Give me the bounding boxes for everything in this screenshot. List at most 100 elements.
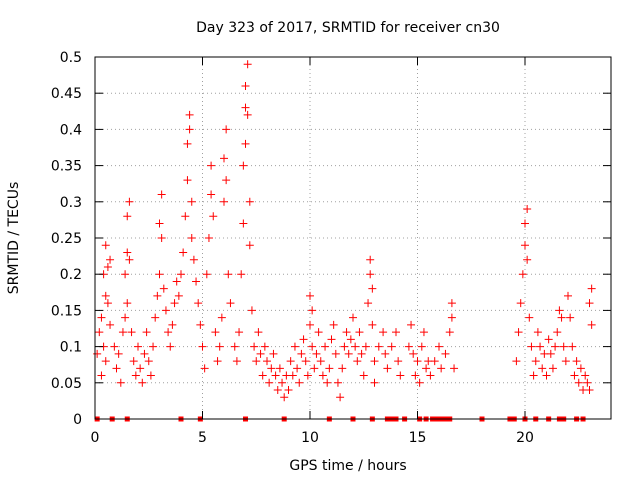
data-point (587, 320, 596, 329)
y-tick-label: 0.35 (51, 159, 82, 175)
data-point (374, 342, 383, 351)
data-point (241, 103, 250, 112)
data-point (183, 139, 192, 148)
data-points (93, 60, 596, 422)
data-point (297, 349, 306, 358)
data-point (161, 306, 170, 315)
data-point (211, 328, 220, 337)
data-point (114, 349, 123, 358)
data-point (142, 328, 151, 337)
data-point (103, 262, 112, 271)
data-point (544, 335, 553, 344)
data-point (217, 313, 226, 322)
data-point (411, 371, 420, 380)
data-point (235, 328, 244, 337)
data-point (215, 342, 224, 351)
data-point (370, 378, 379, 387)
data-point (359, 371, 368, 380)
data-point (441, 349, 450, 358)
data-point (340, 342, 349, 351)
chart-title: Day 323 of 2017, SRMTID for receiver cn3… (196, 20, 500, 36)
data-point (101, 241, 110, 250)
data-point (125, 255, 134, 264)
data-point (308, 306, 317, 315)
x-tick-label: 15 (409, 430, 427, 446)
data-point (368, 284, 377, 293)
data-point (263, 357, 271, 366)
data-point (258, 371, 267, 380)
data-point (269, 349, 278, 358)
data-point (213, 357, 222, 366)
data-point (155, 219, 164, 228)
data-point (286, 357, 295, 366)
data-point (349, 313, 357, 322)
y-tick-label: 0 (73, 412, 82, 428)
data-point (185, 110, 194, 119)
data-point (241, 139, 250, 148)
data-point (303, 371, 312, 380)
data-point (207, 161, 216, 170)
data-point (179, 248, 188, 257)
data-point (101, 357, 110, 366)
data-point (370, 357, 379, 366)
data-point (521, 241, 529, 250)
data-point (529, 371, 538, 380)
data-point (542, 371, 551, 380)
data-point (396, 371, 405, 380)
data-point (536, 342, 545, 351)
plot-frame (94, 56, 612, 420)
data-point (247, 306, 256, 315)
data-point (116, 378, 125, 387)
data-point (336, 393, 345, 402)
data-point (327, 335, 336, 344)
y-tick-label: 0.15 (51, 303, 82, 319)
data-point (123, 212, 132, 221)
data-point (364, 299, 373, 308)
data-point (314, 328, 323, 337)
data-point (245, 197, 254, 206)
data-point (95, 328, 104, 337)
data-point (435, 342, 443, 351)
data-point (381, 349, 390, 358)
data-point (426, 371, 435, 380)
data-point (293, 364, 302, 373)
data-point (342, 328, 351, 337)
data-point (149, 342, 158, 351)
data-point (222, 176, 231, 185)
y-tick-label: 0.05 (51, 376, 82, 392)
x-tick-label: 5 (198, 430, 207, 446)
data-point (329, 320, 338, 329)
data-point (129, 357, 138, 366)
data-point (346, 335, 355, 344)
data-point (265, 378, 274, 387)
data-point (177, 270, 185, 279)
data-point (183, 176, 192, 185)
y-axis-label: SRMTID / TECUs (6, 182, 22, 295)
data-point (583, 378, 592, 387)
axis-tick-labels: 0 5 10 15 20 0 0.05 0.1 0.15 0.2 0.25 0.3 0.35 0.4 0.4… (51, 50, 534, 446)
data-point (447, 313, 456, 322)
data-point (512, 357, 521, 366)
data-point (131, 371, 140, 380)
data-point (140, 349, 149, 358)
data-point (196, 320, 205, 329)
data-point (351, 342, 360, 351)
data-point (321, 342, 330, 351)
data-point (155, 270, 164, 279)
data-point (159, 284, 168, 293)
x-axis-label: GPS time / hours (289, 458, 406, 474)
data-point (368, 320, 377, 329)
data-point (566, 313, 575, 322)
data-point (187, 197, 196, 206)
y-tick-label: 0.45 (51, 86, 82, 102)
data-point (275, 364, 284, 373)
data-point (295, 378, 304, 387)
data-point (112, 364, 121, 373)
data-point (106, 255, 115, 264)
data-point (157, 234, 166, 242)
data-point (557, 313, 566, 322)
data-point (187, 234, 196, 242)
data-point (523, 205, 532, 214)
data-point (387, 342, 396, 351)
